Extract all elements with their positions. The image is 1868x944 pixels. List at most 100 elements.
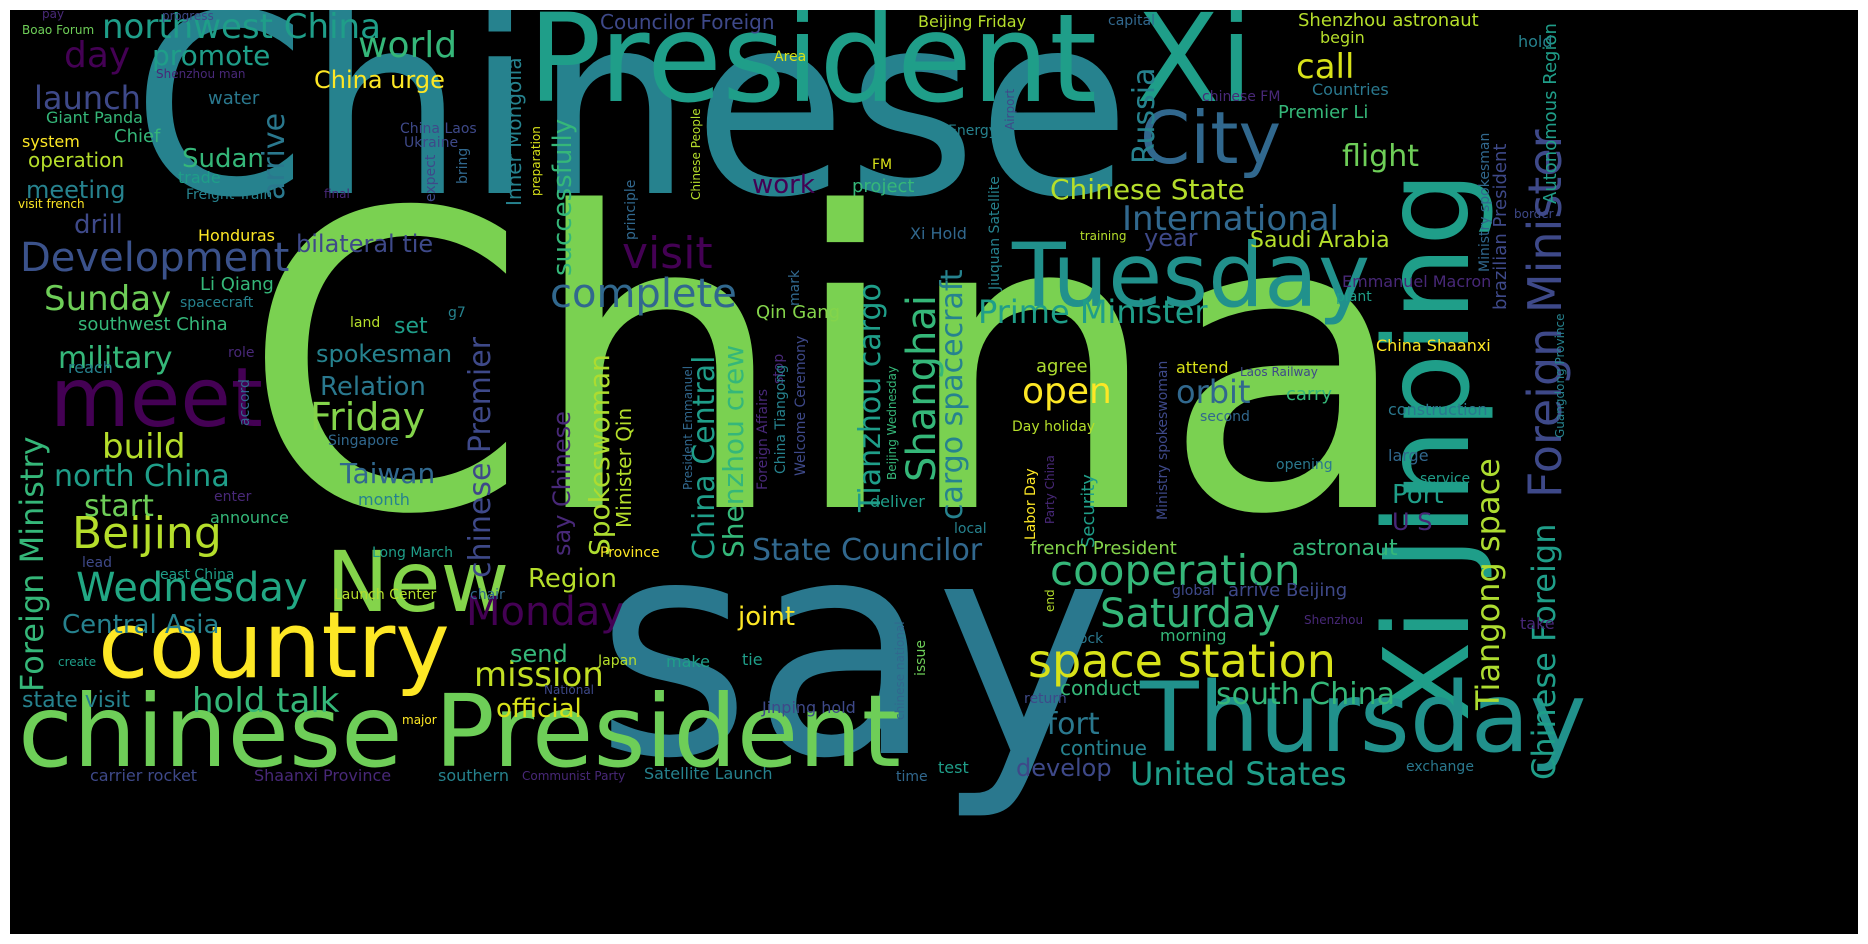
- word-laos-railway: Laos Railway: [1240, 365, 1318, 379]
- word-japan: Japan: [598, 653, 638, 669]
- word-chair: chair: [470, 587, 505, 603]
- word-visit-french: visit french: [18, 197, 85, 211]
- word-carrier-rocket: carrier rocket: [90, 766, 198, 785]
- word-opening: opening: [1276, 457, 1333, 473]
- word-sudan: Sudan: [182, 144, 264, 174]
- word-province: Province: [600, 545, 660, 561]
- word-progress: progress: [162, 10, 214, 23]
- word-northwest-china: northwest China: [102, 10, 381, 47]
- word-cloud: China Chinese say President Xi Xi Jinpin…: [10, 10, 1858, 934]
- word-send: send: [510, 640, 568, 668]
- word-foreign-ministry: Foreign Ministry: [13, 436, 51, 692]
- word-prime-minister: Prime Minister: [978, 293, 1208, 331]
- word-chinese: Chinese: [132, 10, 1131, 252]
- word-principle: principle: [623, 179, 639, 240]
- word-southwest-china: southwest China: [78, 314, 228, 335]
- word-joint: joint: [738, 602, 796, 632]
- word-launch-center: Launch Center: [334, 587, 437, 603]
- word-shenzhou-astronaut: Shenzhou astronaut: [1298, 10, 1479, 31]
- word-li-qiang: Li Qiang: [200, 274, 274, 295]
- word-drill: drill: [74, 210, 123, 240]
- word-trade: trade: [178, 168, 221, 187]
- word-agree: agree: [1036, 356, 1088, 377]
- word-freight-train: Freight Train: [186, 187, 273, 203]
- word-make: make: [666, 652, 710, 671]
- word-development: Development: [20, 235, 290, 281]
- word-cargo-spacecraft: cargo spacecraft: [935, 269, 970, 520]
- word-hold: hold: [1518, 32, 1553, 51]
- word-announce: announce: [210, 508, 289, 527]
- word-water: water: [208, 88, 260, 109]
- word-ministry-spokeswoman: Ministry spokeswoman: [1155, 360, 1171, 520]
- word-call: call: [1296, 47, 1355, 87]
- word-bilateral-tie: bilateral tie: [296, 230, 434, 258]
- word-chinese-fm: chinese FM: [1202, 89, 1281, 105]
- word-china: China: [242, 126, 1414, 604]
- word-mission: mission: [474, 655, 604, 695]
- word-second: second: [1200, 409, 1250, 425]
- word-flight: flight: [1342, 139, 1420, 174]
- word-hold-talk: hold talk: [192, 681, 340, 721]
- word-central-asia: Central Asia: [62, 610, 220, 640]
- word-chief: Chief: [114, 126, 161, 147]
- word-jiuquan-satellite: Jiuquan Satellite: [987, 176, 1003, 290]
- word-boao-forum: Boao Forum: [22, 23, 95, 37]
- word-visit: visit: [622, 228, 713, 279]
- word-singapore: Singapore: [328, 433, 399, 449]
- word-qin-gang: Qin Gang: [756, 302, 841, 323]
- word-united-states: United States: [1130, 755, 1347, 793]
- word-chinese-people: Chinese People: [689, 108, 703, 200]
- word-spokeswoman: Spokeswoman: [583, 354, 616, 556]
- word-president-emmanuel: President Emmanuel: [681, 365, 695, 490]
- word-tuesday: Tuesday: [1012, 224, 1371, 327]
- word-saudi-arabia: Saudi Arabia: [1250, 228, 1390, 253]
- word-final: final: [324, 187, 350, 201]
- word-china-urge: China urge: [314, 66, 445, 94]
- word-energy: Energy: [948, 123, 998, 139]
- word-tie: tie: [742, 650, 763, 669]
- word-official: official: [496, 694, 582, 724]
- word-wednesday: Wednesday: [76, 565, 308, 611]
- word-east-china: east China: [160, 567, 235, 583]
- word-china-shaanxi: China Shaanxi: [1376, 336, 1491, 355]
- word-system: system: [22, 132, 80, 151]
- word-local: local: [954, 521, 987, 537]
- word-international: International: [1122, 199, 1339, 239]
- word-china-laos: China Laos: [400, 121, 477, 137]
- word-new: New: [326, 533, 510, 631]
- word-capital: capital: [1108, 13, 1156, 29]
- word-space-station: space station: [1028, 634, 1336, 688]
- word-president-xi: President Xi: [528, 10, 1254, 130]
- word-shenzhou-crew: Shenzhou crew: [717, 344, 750, 558]
- word-ukraine: Ukraine: [404, 135, 459, 151]
- word-inner-mongolia: Inner Mongolia: [502, 57, 526, 206]
- word-create: create: [58, 655, 97, 669]
- word-say: say: [595, 475, 1113, 824]
- word-french-president: french President: [1030, 538, 1177, 559]
- word-bring: bring: [455, 147, 471, 184]
- word-open: open: [1022, 371, 1112, 412]
- word-foreign-affairs: Foreign Affairs: [755, 388, 771, 490]
- word-premier-li: Premier Li: [1278, 102, 1369, 123]
- word-shenzhou-man: Shenzhou man: [156, 67, 246, 81]
- word-us: U S: [1392, 508, 1433, 536]
- word-sunday: Sunday: [44, 279, 172, 319]
- word-satellite-launch: Satellite Launch: [644, 764, 773, 783]
- word-large: large: [1388, 446, 1429, 465]
- word-friday: Friday: [310, 395, 426, 439]
- word-state-councilor: State Councilor: [752, 533, 983, 568]
- word-arrive-beijing: arrive Beijing: [1228, 580, 1348, 601]
- word-long-march: Long March: [372, 545, 454, 561]
- word-thursday: Thursday: [1140, 662, 1587, 774]
- word-saturday: Saturday: [1100, 591, 1281, 637]
- word-cooperation: cooperation: [1050, 546, 1301, 595]
- word-security: Security: [1078, 474, 1099, 548]
- word-set: set: [394, 314, 428, 339]
- word-party-china: Party China: [1043, 455, 1057, 524]
- word-month: month: [358, 490, 410, 509]
- word-communist-party: Communist Party: [522, 769, 626, 783]
- word-chinese-foreign: Chinese Foreign: [1525, 523, 1563, 780]
- word-land: land: [350, 315, 381, 331]
- word-exchange: exchange: [1406, 759, 1474, 775]
- word-say-chinese: say Chinese: [548, 411, 576, 556]
